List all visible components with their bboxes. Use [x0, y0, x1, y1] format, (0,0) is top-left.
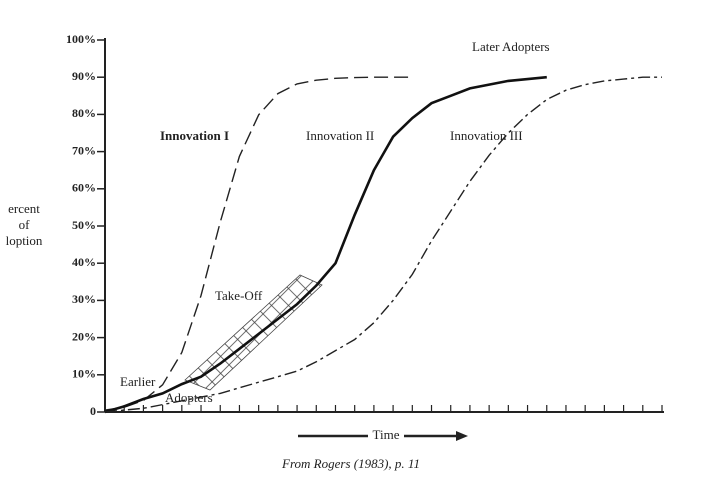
- annotation: Adopters: [165, 390, 213, 405]
- annotation: Take-Off: [215, 288, 263, 303]
- annotation: Earlier: [120, 374, 156, 389]
- y-tick-label: 70%: [72, 143, 96, 157]
- y-tick-label: 0: [90, 404, 96, 418]
- y-tick-label: 100%: [66, 32, 96, 46]
- y-tick-label: 50%: [72, 218, 96, 232]
- y-tick-label: 80%: [72, 106, 96, 120]
- y-tick-label: 10%: [72, 367, 96, 381]
- y-tick-label: 40%: [72, 255, 96, 269]
- series-label: Innovation I: [160, 128, 229, 143]
- y-tick-label: 90%: [72, 69, 96, 83]
- take-off-hatch: [184, 274, 323, 391]
- caption: From Rogers (1983), p. 11: [281, 456, 420, 471]
- series-line: [104, 75, 547, 414]
- y-tick-label: 20%: [72, 329, 96, 343]
- x-axis-label: Time: [373, 427, 400, 442]
- y-tick-label: 60%: [72, 181, 96, 195]
- series-line: [104, 76, 413, 411]
- series-line: [104, 76, 662, 413]
- series-label: Innovation III: [450, 128, 523, 143]
- arrow-head: [456, 431, 468, 441]
- annotation: Later Adopters: [472, 39, 550, 54]
- series-label: Innovation II: [306, 128, 374, 143]
- y-axis-label: ercent: [8, 201, 40, 216]
- y-axis-label: of: [19, 217, 31, 232]
- y-axis-label: loption: [6, 233, 43, 248]
- y-tick-label: 30%: [72, 292, 96, 306]
